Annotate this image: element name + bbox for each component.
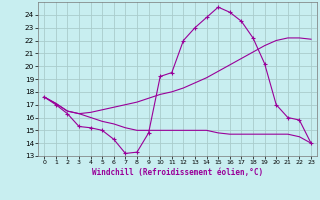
X-axis label: Windchill (Refroidissement éolien,°C): Windchill (Refroidissement éolien,°C) <box>92 168 263 177</box>
